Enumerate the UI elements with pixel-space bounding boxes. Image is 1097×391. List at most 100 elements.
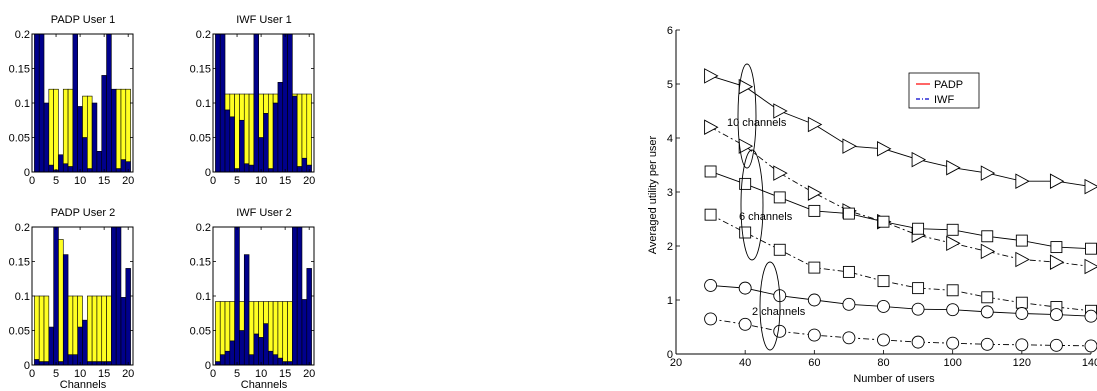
bar-blue (229, 116, 235, 173)
marker-circle (842, 297, 856, 311)
marker-square (946, 284, 959, 297)
bar-yellow (306, 93, 312, 166)
bar-yellow (258, 93, 264, 138)
bar-yellow (248, 301, 255, 355)
bar-yellow (62, 88, 69, 165)
bar-blue (72, 354, 78, 366)
series-line-padp (710, 75, 1092, 188)
bar-blue (268, 168, 274, 173)
bar-yellow (34, 295, 40, 360)
y-tick-label: 0.15 (190, 257, 211, 269)
marker-square (704, 208, 717, 221)
bar-blue (115, 168, 122, 173)
marker-circle (738, 281, 752, 295)
marker-triangle-right (842, 138, 857, 154)
y-tick-label: 0 (24, 167, 30, 179)
x-tick-label: 10 (255, 175, 267, 187)
marker-circle (807, 328, 821, 342)
marker-square (773, 243, 786, 256)
group-ellipse-2-channels (759, 261, 781, 351)
marker-triangle-right (946, 235, 961, 252)
bar-blue (287, 33, 293, 173)
bar-blue (77, 106, 83, 173)
marker-circle (980, 305, 994, 319)
marker-triangle-right (807, 185, 823, 201)
marker-square (1015, 296, 1028, 309)
bar-yellow (239, 301, 245, 331)
y-tick-label: 0 (24, 360, 30, 372)
marker-circle (738, 317, 752, 331)
y-tick-label: 3 (667, 187, 673, 199)
subplot-iwf-user-1: IWF User 1 (236, 14, 292, 26)
bar-yellow (292, 93, 298, 97)
bar-yellow (219, 301, 226, 355)
legend-label-padp: PADP (934, 79, 963, 91)
x-tick-label: 0 (29, 175, 35, 187)
bar-blue (34, 359, 40, 366)
marker-triangle-right (807, 116, 823, 133)
marker-circle (877, 333, 890, 347)
marker-square (981, 230, 994, 243)
bar-yellow (253, 301, 259, 335)
bar-blue (248, 164, 255, 173)
marker-square (912, 282, 925, 295)
series-line-iwf (710, 318, 1092, 347)
y-tick-label: 0.05 (190, 133, 211, 145)
y-tick-label: 0.15 (190, 64, 211, 76)
subplot-padp-user-1: PADP User 1 (51, 14, 115, 26)
x-tick-label: 10 (255, 368, 267, 380)
bar-blue (48, 164, 54, 173)
bar-blue (296, 226, 303, 366)
bar-blue (96, 151, 103, 173)
bar-yellow (87, 295, 93, 362)
bar-blue (224, 350, 231, 366)
bar-blue (101, 75, 107, 173)
x-tick-label: 15 (279, 175, 291, 187)
bar-blue (58, 154, 64, 173)
marker-triangle-right (980, 165, 996, 181)
bar-yellow (87, 95, 93, 169)
marker-square (877, 275, 890, 288)
bar-yellow (72, 295, 78, 355)
bar-blue (91, 361, 98, 366)
bar-blue (91, 102, 98, 173)
x-tick-label: 15 (98, 175, 110, 187)
x-tick-label: 10 (74, 175, 86, 187)
bar-yellow (115, 88, 122, 169)
bar-blue (120, 297, 127, 366)
bar-yellow (96, 295, 103, 362)
bar-yellow (301, 93, 308, 159)
group-ellipse-10-channels (737, 63, 757, 169)
bar-blue (82, 319, 88, 366)
bar-blue (296, 166, 303, 173)
bar-blue (234, 226, 240, 366)
bar-yellow (287, 301, 293, 362)
bar-yellow (125, 88, 131, 162)
legend-label-iwf: IWF (934, 94, 954, 106)
bar-blue (111, 88, 117, 173)
y-tick-label: 0.2 (15, 222, 30, 234)
bar-blue (58, 361, 64, 366)
marker-square (842, 265, 855, 278)
bar-yellow (53, 88, 59, 171)
marker-circle (1015, 338, 1029, 352)
bar-blue (67, 354, 74, 366)
marker-triangle-right (704, 68, 719, 84)
x-tick-label: 100 (943, 357, 961, 369)
legend (908, 72, 980, 109)
y-tick-label: 5 (667, 79, 673, 91)
x-tick-label: 40 (739, 357, 751, 369)
bar-blue (263, 323, 269, 366)
bar-blue (219, 354, 226, 366)
bar-yellow (67, 88, 74, 167)
marker-square (842, 207, 855, 220)
bar-yellow (91, 295, 98, 362)
y-tick-label: 0 (205, 360, 211, 372)
subplot-iwf-user-2: IWF User 2 Channels (236, 207, 292, 391)
x-tick-label: 0 (29, 368, 35, 380)
bar-yellow (248, 93, 255, 166)
bar-blue (272, 354, 279, 366)
bar-blue (62, 254, 69, 366)
marker-triangle-right (1049, 173, 1065, 189)
